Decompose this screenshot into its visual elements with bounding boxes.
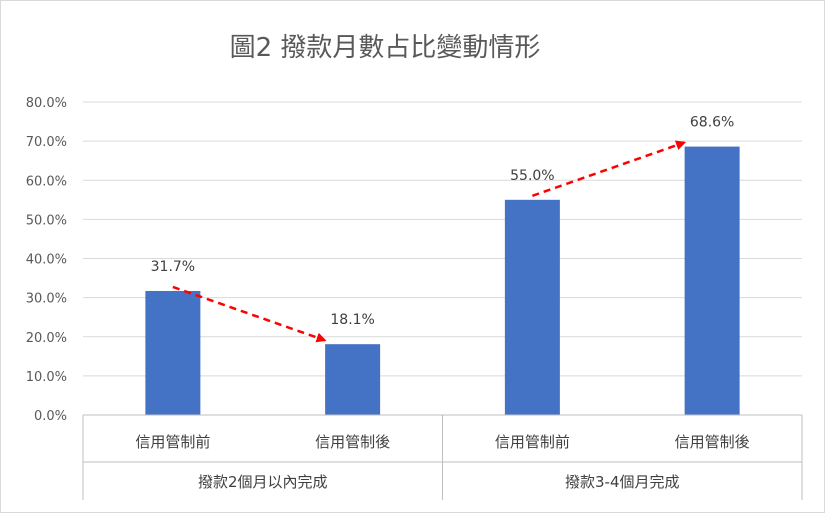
y-tick-label: 20.0% [26,331,67,346]
y-tick-label: 60.0% [26,174,67,189]
y-tick-label: 0.0% [34,409,67,424]
data-labels: 31.7% 18.1% 55.0% 68.6% [151,115,735,329]
data-label: 55.0% [510,168,554,184]
y-tick-label: 50.0% [26,213,67,228]
y-tick-label: 30.0% [26,292,67,307]
trend-arrow [531,140,687,197]
y-tick-label: 40.0% [26,253,67,268]
category-label: 信用管制後 [675,433,750,451]
chart-title: 圖2 撥款月數占比變動情形 [230,33,541,63]
group-label: 撥款3-4個月完成 [565,473,680,491]
data-label: 31.7% [151,259,195,275]
trend-arrows [172,140,687,343]
data-label: 68.6% [690,115,734,131]
bar [325,344,381,415]
y-tick-label: 70.0% [26,135,67,150]
data-label: 18.1% [330,312,374,328]
bars [145,146,740,416]
trend-arrow [172,285,327,343]
bar [145,290,201,415]
y-tick-label: 10.0% [26,370,67,385]
y-axis: 0.0% 10.0% 20.0% 30.0% 40.0% 50.0% 60.0% 70.0% 8… [26,96,67,424]
bar [504,199,560,415]
group-label: 撥款2個月以內完成 [198,473,328,491]
bar [684,146,740,416]
category-label: 信用管制前 [495,433,570,451]
category-label: 信用管制後 [315,433,390,451]
category-label: 信用管制前 [135,433,210,451]
y-tick-label: 80.0% [26,96,67,111]
